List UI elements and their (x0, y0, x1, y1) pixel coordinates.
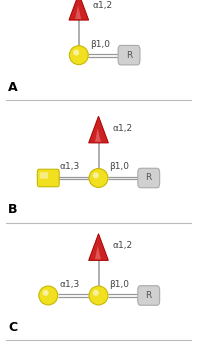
Ellipse shape (39, 286, 58, 305)
Polygon shape (95, 246, 101, 259)
Ellipse shape (89, 286, 108, 305)
Text: β1,0: β1,0 (110, 280, 130, 289)
Text: B: B (8, 204, 17, 216)
Text: A: A (8, 81, 18, 94)
FancyBboxPatch shape (40, 172, 48, 179)
Polygon shape (89, 234, 108, 260)
Text: R: R (126, 51, 132, 60)
Text: α1,2: α1,2 (112, 241, 132, 250)
Ellipse shape (93, 172, 99, 178)
Text: R: R (146, 173, 152, 183)
Text: α1,3: α1,3 (59, 280, 80, 289)
Text: β1,0: β1,0 (110, 162, 130, 172)
Ellipse shape (73, 49, 79, 56)
Ellipse shape (93, 290, 99, 296)
FancyBboxPatch shape (37, 169, 59, 187)
Ellipse shape (69, 46, 88, 65)
Text: C: C (8, 321, 17, 334)
Text: α1,2: α1,2 (112, 124, 132, 133)
Ellipse shape (43, 290, 49, 296)
Text: α1,3: α1,3 (59, 162, 80, 172)
FancyBboxPatch shape (138, 286, 160, 305)
Polygon shape (89, 116, 108, 143)
Polygon shape (95, 128, 101, 142)
Text: R: R (146, 291, 152, 300)
Text: β1,0: β1,0 (90, 40, 110, 49)
Polygon shape (69, 0, 89, 20)
FancyBboxPatch shape (138, 168, 160, 188)
Text: α1,2: α1,2 (93, 1, 113, 10)
Ellipse shape (89, 168, 108, 188)
Polygon shape (75, 5, 81, 19)
FancyBboxPatch shape (118, 46, 140, 65)
